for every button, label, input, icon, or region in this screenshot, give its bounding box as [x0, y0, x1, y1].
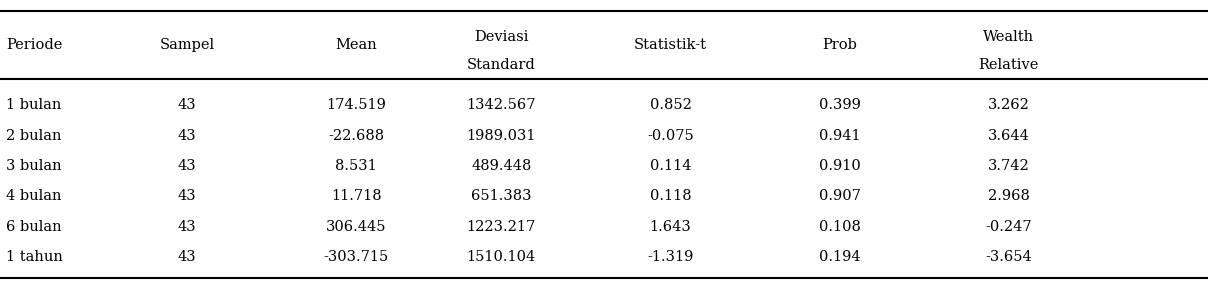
- Text: 43: 43: [178, 189, 197, 203]
- Text: 0.852: 0.852: [650, 98, 691, 112]
- Text: 0.941: 0.941: [819, 129, 860, 142]
- Text: -22.688: -22.688: [329, 129, 384, 142]
- Text: -0.247: -0.247: [986, 220, 1032, 234]
- Text: Wealth: Wealth: [983, 30, 1034, 44]
- Text: Statistik-t: Statistik-t: [634, 38, 707, 52]
- Text: -3.654: -3.654: [986, 250, 1032, 264]
- Text: 1 bulan: 1 bulan: [6, 98, 62, 112]
- Text: 1342.567: 1342.567: [466, 98, 536, 112]
- Text: 174.519: 174.519: [326, 98, 387, 112]
- Text: 43: 43: [178, 129, 197, 142]
- Text: 306.445: 306.445: [326, 220, 387, 234]
- Text: 0.118: 0.118: [650, 189, 691, 203]
- Text: 2.968: 2.968: [988, 189, 1029, 203]
- Text: 1223.217: 1223.217: [466, 220, 536, 234]
- Text: Standard: Standard: [467, 58, 535, 72]
- Text: 0.910: 0.910: [819, 159, 860, 173]
- Text: 3.742: 3.742: [988, 159, 1029, 173]
- Text: 489.448: 489.448: [471, 159, 532, 173]
- Text: 11.718: 11.718: [331, 189, 382, 203]
- Text: 0.108: 0.108: [819, 220, 860, 234]
- Text: Periode: Periode: [6, 38, 63, 52]
- Text: 6 bulan: 6 bulan: [6, 220, 62, 234]
- Text: 1989.031: 1989.031: [466, 129, 536, 142]
- Text: 651.383: 651.383: [471, 189, 532, 203]
- Text: Relative: Relative: [978, 58, 1039, 72]
- Text: 1.643: 1.643: [650, 220, 691, 234]
- Text: -1.319: -1.319: [647, 250, 693, 264]
- Text: 0.114: 0.114: [650, 159, 691, 173]
- Text: 4 bulan: 4 bulan: [6, 189, 62, 203]
- Text: 43: 43: [178, 98, 197, 112]
- Text: 43: 43: [178, 220, 197, 234]
- Text: Prob: Prob: [823, 38, 856, 52]
- Text: 3.262: 3.262: [988, 98, 1029, 112]
- Text: 1 tahun: 1 tahun: [6, 250, 63, 264]
- Text: Deviasi: Deviasi: [474, 30, 529, 44]
- Text: Mean: Mean: [336, 38, 377, 52]
- Text: 2 bulan: 2 bulan: [6, 129, 62, 142]
- Text: Sampel: Sampel: [159, 38, 215, 52]
- Text: 3.644: 3.644: [988, 129, 1029, 142]
- Text: 0.907: 0.907: [819, 189, 860, 203]
- Text: 8.531: 8.531: [336, 159, 377, 173]
- Text: 0.399: 0.399: [819, 98, 860, 112]
- Text: 43: 43: [178, 159, 197, 173]
- Text: 0.194: 0.194: [819, 250, 860, 264]
- Text: 43: 43: [178, 250, 197, 264]
- Text: -303.715: -303.715: [324, 250, 389, 264]
- Text: -0.075: -0.075: [647, 129, 693, 142]
- Text: 3 bulan: 3 bulan: [6, 159, 62, 173]
- Text: 1510.104: 1510.104: [466, 250, 536, 264]
